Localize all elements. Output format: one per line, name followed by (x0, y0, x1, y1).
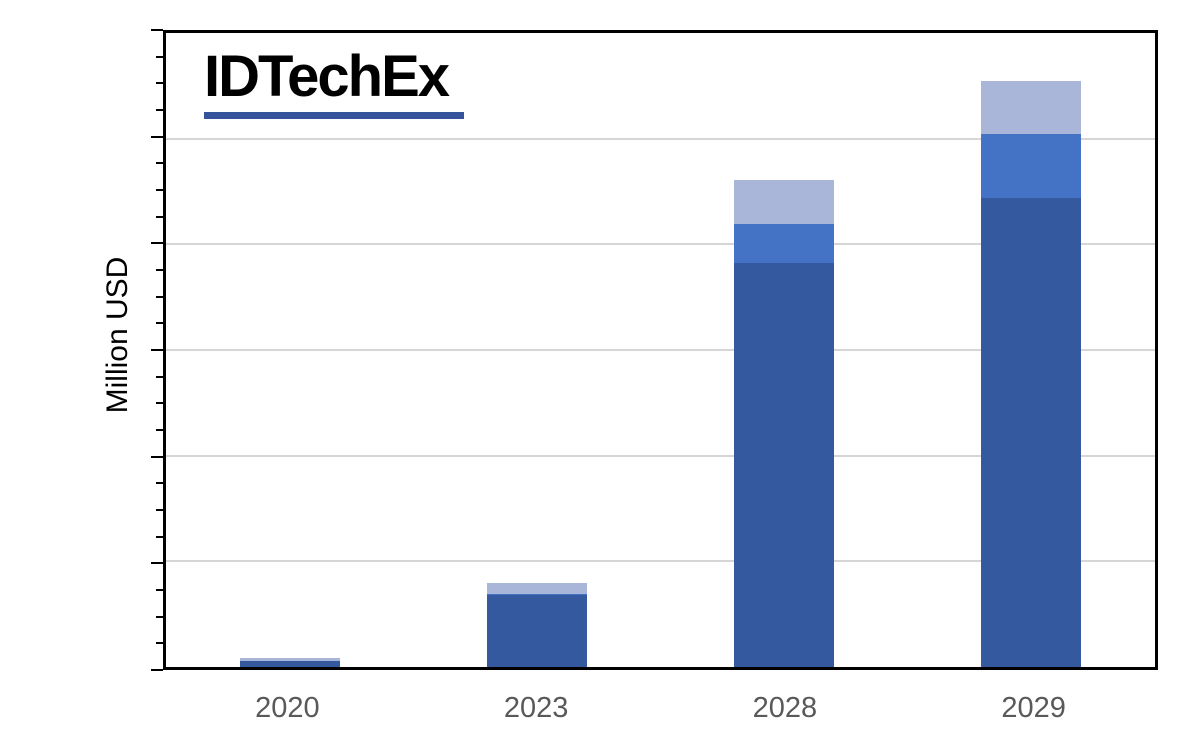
y-axis-major-tick (151, 562, 163, 564)
y-axis-minor-tick (156, 322, 163, 324)
stacked-bar-2020 (239, 658, 340, 667)
bar-segment-dark-blue-bottom-segment (981, 198, 1082, 667)
y-axis-minor-tick (156, 56, 163, 58)
horizontal-gridline (166, 243, 1155, 246)
y-axis-minor-tick (156, 82, 163, 84)
stacked-bar-2023 (486, 583, 587, 667)
y-axis-major-tick (151, 242, 163, 244)
stacked-bar-2029 (981, 81, 1082, 667)
x-axis-label: 2023 (503, 692, 569, 724)
bars-layer (166, 33, 1155, 667)
bar-segment-dark-blue-bottom-segment (734, 263, 835, 667)
x-axis-label: 2029 (1001, 692, 1066, 724)
idtechex-logo-text: IDTechEx (204, 44, 450, 109)
bar-segment-light-blue-top-segment (981, 81, 1082, 134)
y-axis-minor-tick (156, 269, 163, 271)
bar-slot-2020 (166, 33, 413, 667)
plot-area: IDTechEx (163, 30, 1158, 670)
bar-segment-dark-blue-bottom-segment (239, 661, 340, 667)
y-axis-minor-tick (156, 189, 163, 191)
bar-segment-light-blue-top-segment (239, 658, 340, 661)
idtechex-logo: IDTechEx (204, 44, 464, 119)
y-axis-minor-tick (156, 296, 163, 298)
y-axis-minor-tick (156, 616, 163, 618)
bar-segment-dark-blue-bottom-segment (486, 595, 587, 667)
y-axis-major-tick (151, 29, 163, 31)
bar-slot-2028 (661, 33, 908, 667)
gridlines-layer (166, 33, 1155, 667)
y-axis-major-tick (151, 456, 163, 458)
y-axis-major-tick (151, 669, 163, 671)
y-axis-minor-tick (156, 642, 163, 644)
horizontal-gridline (166, 349, 1155, 351)
y-axis-minor-tick (156, 109, 163, 111)
bar-segment-medium-blue-middle-segment (734, 224, 835, 263)
horizontal-gridline (166, 454, 1155, 457)
bar-segment-light-blue-top-segment (734, 180, 835, 224)
x-axis-label: 2020 (255, 692, 320, 724)
horizontal-gridline (166, 560, 1155, 563)
bar-slot-2023 (413, 33, 660, 667)
x-axis-label: 2028 (752, 692, 818, 724)
y-axis-minor-tick (156, 376, 163, 378)
y-axis-major-tick (151, 349, 163, 351)
y-axis-major-tick (151, 136, 163, 138)
bar-segment-light-blue-top-segment (486, 583, 587, 594)
bar-segment-medium-blue-middle-segment (981, 134, 1082, 198)
y-axis-minor-tick (156, 536, 163, 538)
y-axis-minor-tick (156, 509, 163, 511)
bar-slot-2029 (908, 33, 1155, 667)
y-axis-title: Million USD (101, 256, 134, 414)
y-axis-minor-tick (156, 162, 163, 164)
horizontal-gridline (166, 137, 1155, 140)
y-axis-minor-tick (156, 482, 163, 484)
bar-segment-medium-blue-middle-segment (486, 594, 587, 595)
y-axis-minor-tick (156, 429, 163, 431)
y-axis-minor-tick (156, 402, 163, 404)
x-axis-labels: 2020 2023 2028 2029 (163, 692, 1158, 725)
y-axis-minor-tick (156, 589, 163, 591)
stacked-bar-2028 (734, 180, 835, 667)
y-axis-minor-tick (156, 216, 163, 218)
idtechex-logo-underline (204, 112, 464, 119)
